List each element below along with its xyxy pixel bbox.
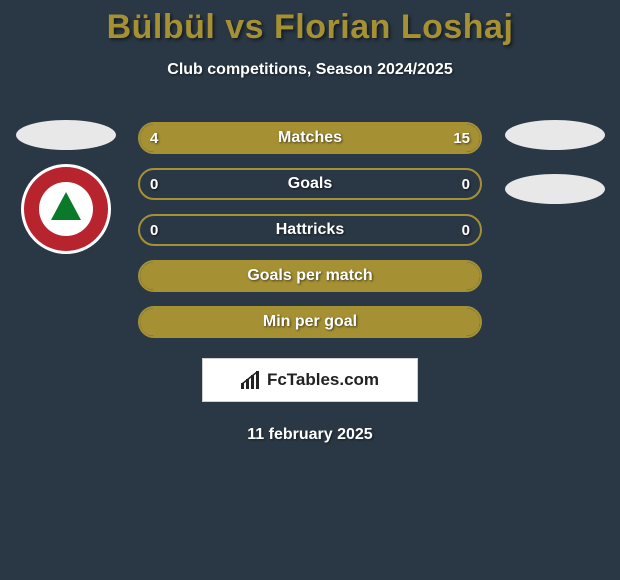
stat-value-right: 0 — [462, 222, 470, 239]
stat-value-left: 4 — [150, 130, 158, 147]
subtitle: Club competitions, Season 2024/2025 — [0, 61, 620, 79]
stat-label: Goals per match — [247, 267, 372, 285]
stat-fill-right — [211, 124, 480, 152]
left-player-photo-placeholder — [16, 120, 116, 150]
left-player-column — [8, 120, 123, 254]
left-club-logo — [21, 164, 111, 254]
stat-row: 4 15 Matches — [138, 122, 482, 154]
bar-chart-icon — [241, 371, 261, 389]
stat-bars-container: 4 15 Matches 0 0 Goals 0 0 Hattricks Goals per ma… — [138, 122, 482, 352]
stat-row: 0 0 Hattricks — [138, 214, 482, 246]
stat-row: Min per goal — [138, 306, 482, 338]
stat-value-left: 0 — [150, 222, 158, 239]
stat-label: Goals — [288, 175, 332, 193]
right-player-photo-placeholder-1 — [505, 120, 605, 150]
stat-label: Min per goal — [263, 313, 357, 331]
stat-row: 0 0 Goals — [138, 168, 482, 200]
stat-label: Hattricks — [276, 221, 344, 239]
page-title: Bülbül vs Florian Loshaj — [0, 0, 620, 47]
stat-value-left: 0 — [150, 176, 158, 193]
date-line: 11 february 2025 — [0, 426, 620, 444]
right-player-photo-placeholder-2 — [505, 174, 605, 204]
right-player-column — [497, 120, 612, 218]
stat-row: Goals per match — [138, 260, 482, 292]
stat-value-right: 0 — [462, 176, 470, 193]
club-logo-inner — [39, 182, 93, 236]
branding-text: FcTables.com — [267, 370, 379, 390]
stat-label: Matches — [278, 129, 342, 147]
stat-value-right: 15 — [453, 130, 470, 147]
branding-box[interactable]: FcTables.com — [202, 358, 418, 402]
